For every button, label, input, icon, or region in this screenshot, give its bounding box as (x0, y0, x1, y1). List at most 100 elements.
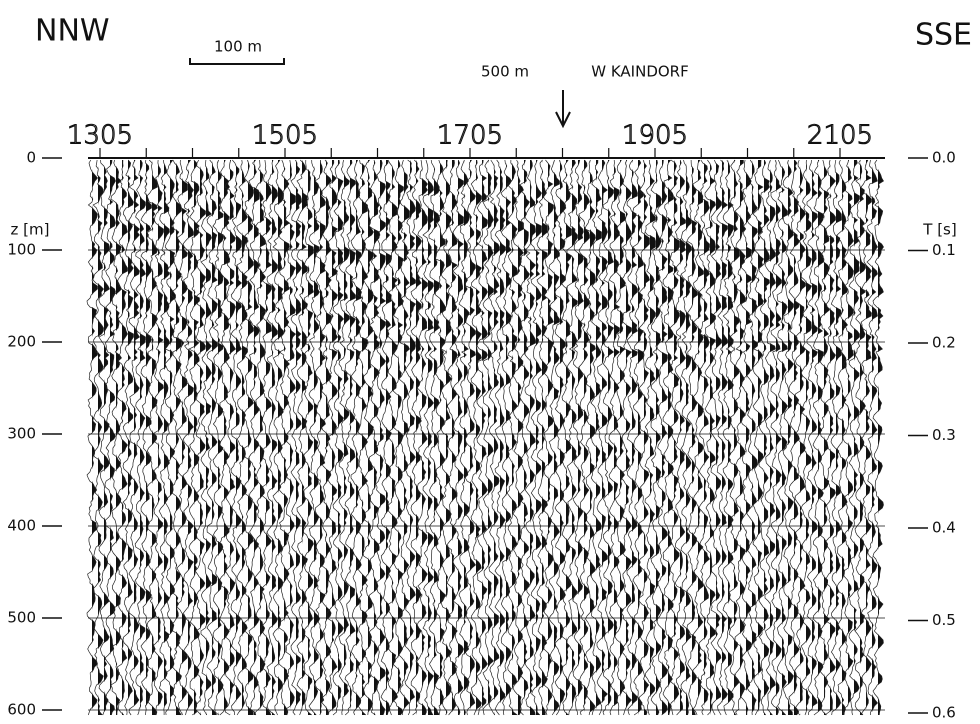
seismic-fill (866, 160, 872, 715)
seismic-fill (740, 160, 746, 715)
seismic-fill (470, 160, 476, 715)
seismic-trace (236, 159, 248, 716)
seismic-trace (158, 159, 170, 715)
seismic-fill (854, 160, 860, 715)
seismic-trace (254, 159, 266, 716)
seismic-fill (554, 160, 560, 715)
time-tick-label: 0.5 (932, 611, 956, 629)
seismic-trace (860, 159, 872, 716)
seismic-trace (572, 159, 584, 716)
seismic-trace (488, 159, 500, 716)
seismic-trace (368, 159, 380, 716)
cdp-label: 1705 (437, 121, 503, 151)
seismic-trace (806, 159, 818, 716)
seismic-trace (866, 159, 878, 716)
seismic-trace (692, 159, 704, 716)
seismic-trace (164, 159, 176, 716)
seismic-fill (392, 160, 398, 715)
seismic-trace (752, 159, 764, 716)
seismic-trace (854, 159, 866, 716)
seismic-fill (320, 160, 326, 715)
marker-label: W KAINDORF (591, 63, 689, 81)
seismic-trace (86, 159, 98, 716)
seismic-trace (404, 159, 416, 716)
depth-tick-label: 300 (7, 425, 36, 443)
seismic-trace (566, 159, 578, 716)
seismic-trace (512, 159, 524, 716)
seismic-fill (572, 160, 578, 715)
seismic-fill (440, 160, 446, 715)
seismic-fill (788, 160, 794, 715)
seismic-trace (374, 159, 387, 716)
seismic-trace (722, 159, 734, 716)
seismic-trace (284, 159, 297, 716)
seismic-trace (716, 159, 729, 716)
seismic-trace (812, 159, 824, 716)
seismic-fill (836, 160, 842, 715)
cdp-label: 1905 (622, 121, 688, 151)
seismic-trace (128, 159, 140, 716)
seismic-fill (296, 160, 302, 715)
seismic-trace (146, 159, 158, 716)
seismic-trace (590, 159, 602, 716)
seismic-fill (452, 160, 458, 715)
direction-right: SSE (915, 18, 972, 53)
seismic-trace (224, 159, 236, 716)
marker-arrow (555, 90, 571, 129)
seismic-fill (410, 160, 416, 715)
seismic-trace (506, 159, 518, 716)
seismic-fill (800, 160, 806, 715)
seismic-trace (764, 159, 776, 716)
seismic-fill (860, 160, 866, 715)
seismic-trace (104, 159, 116, 716)
seismic-trace (206, 159, 218, 716)
seismic-trace (776, 159, 788, 716)
seismic-fill (284, 160, 290, 715)
seismic-trace (548, 159, 560, 716)
seismic-fill (182, 160, 188, 715)
time-tick-label: 0.2 (932, 334, 956, 352)
seismic-fill (98, 160, 104, 715)
seismic-trace (770, 159, 782, 716)
seismic-trace (662, 159, 674, 716)
seismic-fill (488, 160, 494, 715)
seismic-trace (608, 159, 621, 716)
seismic-trace (704, 159, 717, 716)
seismic-fill (656, 160, 662, 715)
seismic-fill (338, 160, 344, 715)
depth-tick-label: 200 (7, 333, 36, 351)
seismic-trace (260, 159, 273, 716)
depth-tick-label: 500 (7, 609, 36, 627)
seismic-trace (176, 159, 188, 716)
seismic-fill (134, 160, 140, 715)
seismic-fill (716, 160, 722, 715)
seismic-trace (272, 159, 284, 716)
seismic-fill (164, 160, 170, 715)
seismic-trace (140, 159, 152, 716)
seismic-fill (668, 160, 674, 715)
seismic-trace (674, 159, 686, 716)
seismic-trace (782, 159, 794, 716)
seismic-trace (536, 159, 548, 715)
seismic-trace (524, 159, 536, 716)
seismic-fill (122, 160, 128, 715)
seismic-fill (248, 160, 254, 715)
seismic-fill (506, 160, 512, 715)
seismic-fill (362, 160, 368, 715)
time-tick-label: 0.0 (932, 149, 956, 167)
seismic-fill (662, 160, 668, 715)
time-tick-label: 0.4 (932, 519, 956, 537)
seismic-fill (272, 160, 278, 715)
seismic-trace (218, 159, 230, 716)
seismic-fill (614, 160, 620, 715)
seismic-trace (830, 159, 842, 716)
seismic-fill (242, 160, 248, 715)
seismic-trace (230, 159, 243, 716)
seismic-trace (542, 159, 554, 716)
seismic-fill (230, 160, 236, 715)
seismic-trace (494, 159, 506, 716)
seismic-fill (260, 160, 266, 715)
seismic-trace (122, 159, 134, 716)
seismic-fill (542, 160, 548, 715)
seismic-fill (560, 160, 566, 715)
